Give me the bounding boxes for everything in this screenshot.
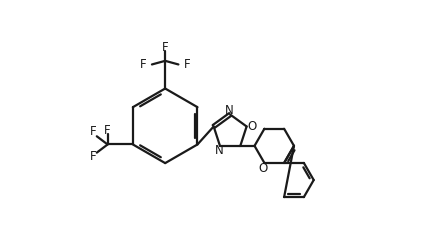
Text: F: F: [104, 124, 111, 137]
Text: O: O: [247, 120, 257, 133]
Text: F: F: [90, 151, 97, 164]
Text: F: F: [140, 58, 147, 71]
Text: F: F: [162, 41, 169, 54]
Text: F: F: [90, 125, 97, 138]
Text: F: F: [184, 58, 190, 71]
Text: N: N: [224, 104, 233, 117]
Text: O: O: [259, 162, 268, 175]
Text: N: N: [214, 144, 223, 157]
